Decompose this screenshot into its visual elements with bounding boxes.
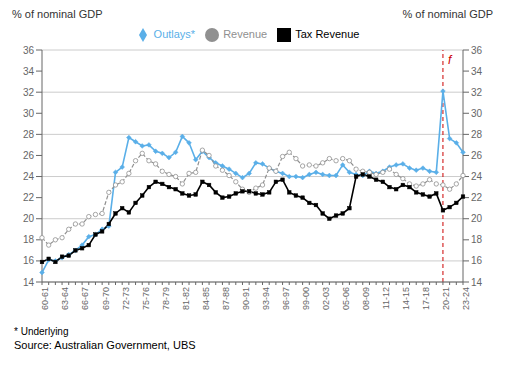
svg-text:28: 28 (23, 129, 35, 140)
svg-text:36: 36 (471, 45, 483, 56)
svg-text:20: 20 (23, 213, 35, 224)
svg-text:78-79: 78-79 (161, 287, 171, 310)
svg-text:14: 14 (471, 277, 483, 288)
svg-text:14-15: 14-15 (401, 287, 411, 310)
html-text:* Underlying: * Underlying (14, 326, 69, 337)
svg-text:05-06: 05-06 (341, 287, 351, 310)
html-text:% of nominal GDP: % of nominal GDP (12, 8, 103, 20)
svg-text:18: 18 (471, 234, 483, 245)
svg-text:90-91: 90-91 (241, 287, 251, 310)
svg-text:30: 30 (23, 108, 35, 119)
svg-text:32: 32 (23, 87, 35, 98)
svg-text:08-09: 08-09 (361, 287, 371, 310)
html-text:Tax Revenue: Tax Revenue (295, 28, 360, 40)
svg-text:63-64: 63-64 (60, 287, 70, 310)
svg-text:32: 32 (471, 87, 483, 98)
svg-text:36: 36 (23, 45, 35, 56)
svg-text:69-70: 69-70 (101, 287, 111, 310)
svg-text:96-97: 96-97 (281, 287, 291, 310)
svg-text:24: 24 (23, 171, 35, 182)
svg-text:75-76: 75-76 (141, 287, 151, 310)
svg-text:81-82: 81-82 (181, 287, 191, 310)
svg-text:72-73: 72-73 (121, 287, 131, 310)
svg-text:26: 26 (23, 150, 35, 161)
svg-text:22: 22 (23, 192, 35, 203)
svg-text:99-00: 99-00 (301, 287, 311, 310)
html-text:Revenue: Revenue (223, 28, 268, 40)
svg-text:22: 22 (471, 192, 483, 203)
svg-text:26: 26 (471, 150, 483, 161)
svg-text:66-67: 66-67 (80, 287, 90, 310)
svg-text:30: 30 (471, 108, 483, 119)
svg-text:23-24: 23-24 (461, 287, 471, 310)
svg-text:60-61: 60-61 (40, 287, 50, 310)
svg-text:93-94: 93-94 (261, 287, 271, 310)
svg-text:24: 24 (471, 171, 483, 182)
svg-text:16: 16 (471, 255, 483, 266)
svg-text:84-85: 84-85 (201, 287, 211, 310)
svg-text:f: f (448, 53, 453, 67)
svg-text:20: 20 (471, 213, 483, 224)
svg-text:02-03: 02-03 (321, 287, 331, 310)
svg-text:17-18: 17-18 (421, 287, 431, 310)
svg-text:34: 34 (471, 66, 483, 77)
svg-text:16: 16 (23, 255, 35, 266)
svg-text:20-21: 20-21 (441, 287, 451, 310)
svg-text:14: 14 (23, 277, 35, 288)
html-text:Source: Australian Government,: Source: Australian Government, UBS (14, 339, 196, 351)
svg-text:18: 18 (23, 234, 35, 245)
svg-text:34: 34 (23, 66, 35, 77)
svg-text:28: 28 (471, 129, 483, 140)
svg-text:87-88: 87-88 (221, 287, 231, 310)
html-text:% of nominal GDP: % of nominal GDP (402, 8, 493, 20)
html-text:Outlays*: Outlays* (153, 28, 196, 40)
svg-text:11-12: 11-12 (381, 287, 391, 309)
